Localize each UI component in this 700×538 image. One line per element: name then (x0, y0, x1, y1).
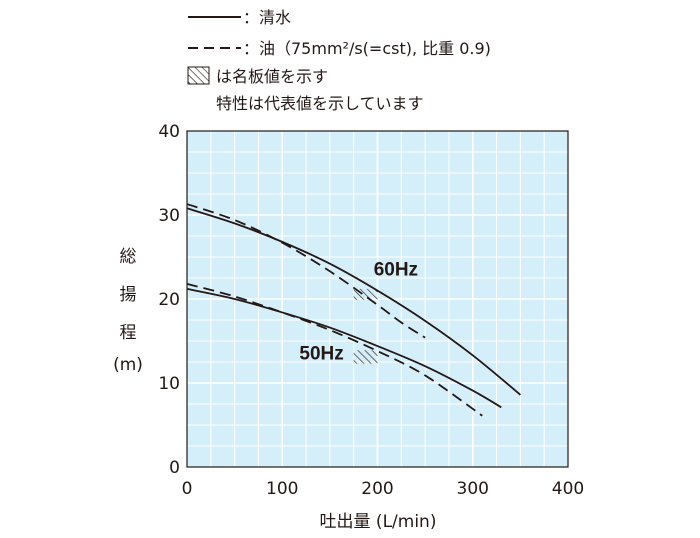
legend-note: 特性は代表値を示しています (216, 94, 424, 113)
x-axis-label: 吐出量 (L/min) (320, 512, 437, 532)
y-axis-label-char-1: 総 (120, 247, 137, 267)
legend-hatch-swatch (187, 66, 210, 85)
y-axis-tick-labels: 0 10 20 30 40 (158, 122, 180, 478)
y-axis-label: 総 揚 程 (m) (113, 247, 143, 375)
y-tick-label: 20 (158, 290, 180, 310)
rated-region-60Hz (353, 288, 378, 300)
curve-labels: 60Hz 50Hz (299, 259, 418, 364)
y-axis-label-unit: (m) (113, 355, 143, 375)
x-tick-label: 400 (552, 479, 584, 499)
series-line-50Hz-dashed (186, 283, 483, 417)
legend-hatch-label: は名板値を示す (216, 67, 328, 86)
y-tick-label: 40 (158, 122, 180, 142)
rated-regions (353, 288, 378, 364)
x-tick-label: 100 (266, 479, 298, 499)
y-tick-label: 10 (158, 374, 180, 394)
grid-lines (187, 131, 568, 467)
legend-dashed-label: ：油（75mm²/s(=cst), 比重 0.9) (243, 39, 491, 58)
y-tick-label: 0 (169, 458, 180, 478)
y-tick-label: 30 (158, 206, 180, 226)
curve-label-50Hz: 50Hz (299, 343, 343, 364)
legend-solid-label: ：清水 (243, 8, 291, 27)
x-tick-label: 300 (457, 479, 489, 499)
x-tick-label: 0 (182, 479, 193, 499)
series-line-60Hz-dashed (186, 203, 426, 339)
series-line-50Hz-solid (186, 288, 502, 409)
series-lines (186, 203, 521, 417)
legend: ：清水 ：油（75mm²/s(=cst), 比重 0.9) は名板値を示す 特性… (187, 8, 491, 113)
series-line-60Hz-solid (186, 207, 521, 396)
y-axis-label-char-3: 程 (120, 323, 137, 343)
curve-label-60Hz: 60Hz (374, 259, 418, 280)
y-axis-label-char-2: 揚 (120, 285, 137, 305)
x-tick-label: 200 (361, 479, 393, 499)
rated-region-50Hz (353, 350, 378, 364)
plot-frame (186, 130, 569, 468)
x-axis-tick-labels: 0 100 200 300 400 (182, 479, 585, 499)
